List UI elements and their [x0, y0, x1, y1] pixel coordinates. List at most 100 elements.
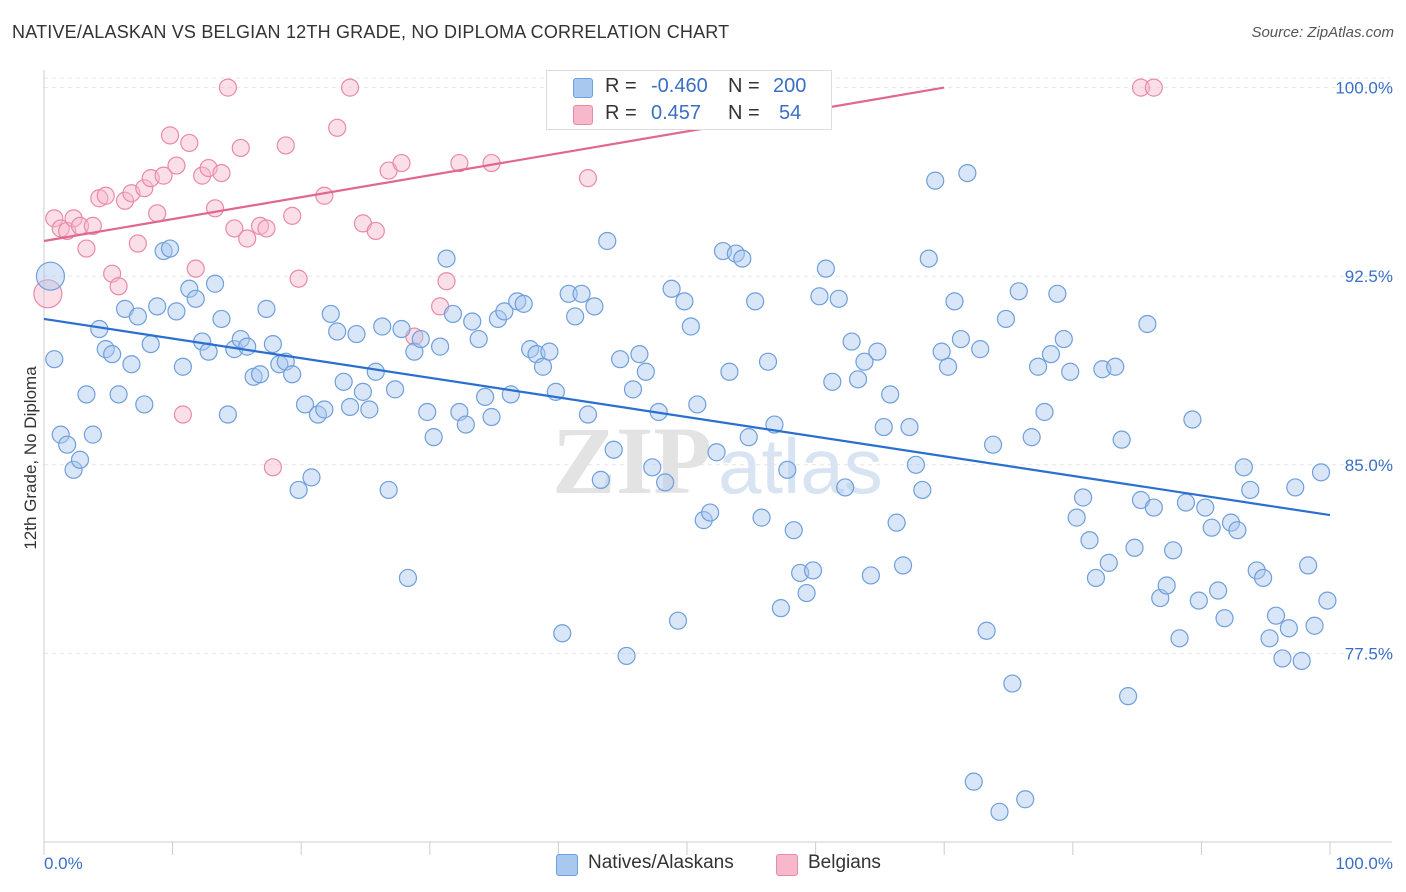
native-point: [559, 284, 578, 303]
native-point: [45, 350, 64, 369]
native-point: [1318, 591, 1337, 610]
belgian-point: [283, 206, 302, 225]
native-point: [283, 365, 302, 384]
native-point: [983, 435, 1003, 454]
native-point: [1106, 357, 1125, 376]
belgian-point: [263, 458, 283, 477]
native-point: [321, 304, 340, 324]
native-point: [630, 345, 649, 364]
native-point: [643, 458, 662, 477]
native-point: [951, 329, 971, 349]
legend: R = -0.460 N = 200 R = 0.457 N = 54: [546, 70, 832, 130]
native-point: [328, 322, 347, 341]
native-point: [437, 249, 456, 268]
belgian-point: [186, 259, 205, 278]
belgian-point: [77, 239, 96, 258]
belgian-point: [173, 405, 192, 424]
native-point: [855, 352, 874, 371]
native-point: [1067, 508, 1086, 527]
native-point: [148, 297, 167, 316]
native-point: [758, 352, 778, 371]
native-point: [662, 279, 681, 298]
native-point: [1254, 568, 1273, 588]
native-point: [887, 513, 906, 532]
native-point: [701, 503, 720, 522]
native-point: [392, 319, 411, 339]
belgian-point: [225, 219, 244, 238]
y-tick-label: 77.5%: [1345, 644, 1393, 663]
native-point: [533, 357, 553, 376]
native-point: [1311, 463, 1331, 482]
belgian-point: [450, 153, 469, 173]
native-point: [1144, 498, 1163, 517]
x-tick-labels: 0.0% 100.0%: [44, 854, 1393, 873]
legend-r-label: R =: [605, 102, 637, 124]
native-point: [1176, 493, 1196, 512]
native-point: [656, 473, 675, 492]
native-point: [1054, 329, 1073, 349]
legend-swatch-pink: [573, 105, 593, 125]
native-point: [64, 460, 83, 479]
native-point: [418, 402, 437, 422]
native-point: [572, 284, 591, 303]
native-point: [347, 324, 366, 344]
native-point: [971, 340, 990, 359]
native-point: [746, 292, 765, 311]
native-point: [893, 556, 913, 575]
native-point: [353, 382, 373, 401]
belgian-point: [109, 277, 128, 296]
native-point: [1138, 314, 1157, 334]
native-point: [906, 455, 926, 474]
native-point: [675, 292, 694, 311]
native-point: [456, 415, 475, 434]
bottom-swatch-pink: [776, 854, 798, 876]
native-point: [1209, 581, 1228, 600]
native-point: [1247, 561, 1266, 580]
native-point: [109, 385, 128, 404]
native-point: [926, 171, 945, 190]
native-point: [585, 297, 604, 316]
native-point: [623, 380, 643, 399]
bottom-legend-label-natives: Natives/Alaskans: [588, 852, 734, 873]
native-point: [784, 521, 803, 540]
native-point: [842, 332, 861, 351]
watermark-atlas: atlas: [718, 422, 883, 510]
legend-row-belgians: R = 0.457 N = 54: [547, 101, 831, 127]
native-point: [797, 583, 816, 603]
native-point: [604, 440, 623, 459]
native-point: [1080, 531, 1099, 550]
native-point: [1099, 553, 1118, 572]
belgian-point: [193, 166, 212, 185]
legend-r-value-belgians: 0.457: [651, 102, 702, 124]
native-point: [1183, 410, 1202, 429]
bottom-swatch-blue: [556, 854, 578, 876]
belgian-point: [83, 216, 102, 236]
native-point: [1125, 538, 1144, 557]
native-point: [212, 309, 231, 329]
native-point: [611, 350, 630, 369]
x-tick-label-min: 0.0%: [44, 854, 83, 873]
native-point: [218, 405, 237, 424]
native-point: [1241, 480, 1260, 500]
native-point: [167, 302, 186, 321]
native-point: [1086, 568, 1106, 588]
native-point: [257, 299, 276, 318]
native-point: [958, 164, 977, 183]
native-point: [1157, 576, 1176, 595]
y-tick-label: 100.0%: [1335, 79, 1393, 98]
natives-points: [35, 164, 1337, 821]
legend-swatch-blue: [573, 78, 593, 98]
native-point: [475, 387, 495, 407]
belgian-point: [218, 78, 237, 97]
native-point: [103, 345, 122, 364]
native-point: [816, 259, 835, 278]
native-point: [938, 357, 958, 376]
belgian-point: [328, 118, 347, 137]
native-point: [932, 342, 951, 361]
native-point: [373, 317, 392, 336]
belgian-point: [135, 179, 154, 198]
watermark: ZIP atlas: [552, 407, 883, 514]
axes: [43, 70, 1392, 855]
native-point: [231, 329, 250, 349]
